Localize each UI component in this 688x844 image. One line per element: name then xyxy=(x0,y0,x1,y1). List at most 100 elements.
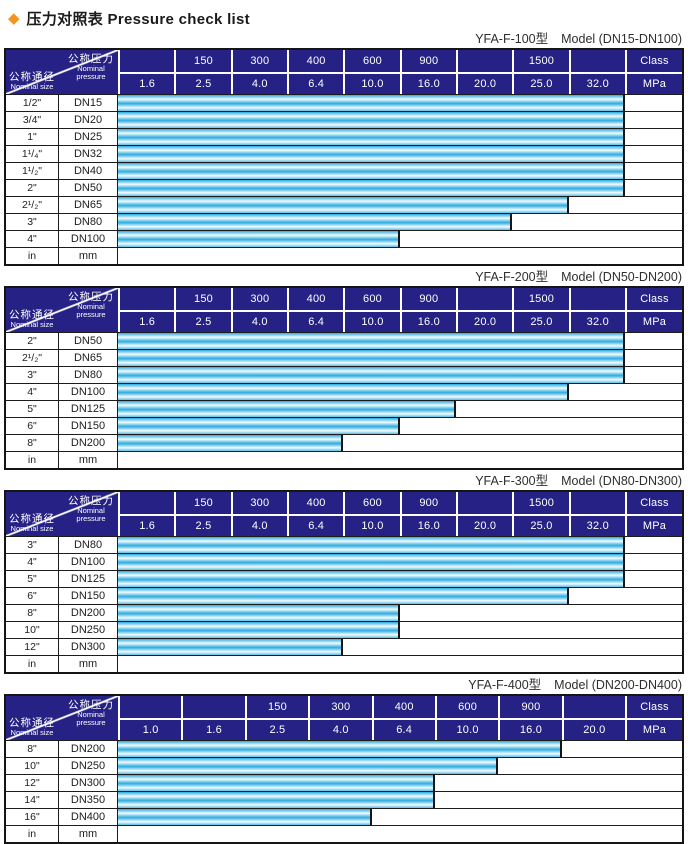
header-diagonal-cell: 公称压力 Nominal pressure 公称通径 Nominal size xyxy=(6,696,118,740)
pressure-range-cell xyxy=(118,384,682,400)
model-range-label: Model (DN80-DN300) xyxy=(561,474,682,488)
table-row: 12" DN300 xyxy=(6,774,682,791)
class-value-cell xyxy=(561,696,625,718)
pressure-range-bar xyxy=(118,231,400,247)
mpa-header-row: 1.6 2.5 4.0 6.4 10.0 16.0 20.0 25.0 32.0 MPa xyxy=(118,514,682,536)
nominal-size-en: Nominal size xyxy=(10,320,54,329)
nominal-size-cell: 3/4" xyxy=(6,112,59,128)
pressure-range-cell xyxy=(118,214,682,230)
mpa-value-cell: 20.0 xyxy=(561,718,625,740)
nominal-size-cell: 1/2" xyxy=(6,95,59,111)
nominal-size-cell: 2¹/₂" xyxy=(6,197,59,213)
pressure-range-bar xyxy=(118,588,569,604)
mpa-value-cell: 2.5 xyxy=(174,72,231,94)
nominal-size-cell: 4" xyxy=(6,231,59,247)
pressure-range-bar xyxy=(118,146,625,162)
pressure-range-bar xyxy=(118,758,499,774)
pressure-range-cell xyxy=(118,367,682,383)
class-value-cell: 400 xyxy=(371,696,435,718)
nominal-size-cell: 3" xyxy=(6,537,59,553)
pressure-range-bar xyxy=(118,129,625,145)
nominal-pressure-label: 公称压力 Nominal pressure xyxy=(68,53,114,81)
nominal-size-en: Nominal size xyxy=(10,82,54,91)
class-value-cell: 900 xyxy=(498,696,561,718)
class-value-cell xyxy=(455,288,512,310)
pressure-range-bar xyxy=(118,775,435,791)
nominal-size-label: 公称通径 Nominal size xyxy=(9,309,55,329)
class-value-cell: 300 xyxy=(308,696,371,718)
nominal-pressure-en-2: pressure xyxy=(76,72,106,81)
pressure-range-cell xyxy=(118,537,682,553)
nominal-size-cell: 6" xyxy=(6,588,59,604)
class-value-cell: 400 xyxy=(286,492,343,514)
mpa-unit-cell: MPa xyxy=(624,72,682,94)
dn-cell: DN200 xyxy=(59,605,118,621)
table-row: 4" DN100 xyxy=(6,553,682,570)
class-value-cell: 900 xyxy=(399,492,456,514)
pressure-range-bar xyxy=(118,809,372,825)
pressure-range-cell xyxy=(118,639,682,655)
dn-cell: DN125 xyxy=(59,401,118,417)
pressure-table: 公称压力 Nominal pressure 公称通径 Nominal size 150 30… xyxy=(4,48,684,266)
nominal-size-en: Nominal size xyxy=(10,728,54,737)
dn-cell: DN80 xyxy=(59,537,118,553)
class-value-cell xyxy=(118,50,174,72)
header-columns: 150 300 400 600 900 1500 Class 1.6 2.5 4.0 6.4 10.0… xyxy=(118,288,682,332)
mpa-value-cell: 16.0 xyxy=(399,514,456,536)
mpa-value-cell: 10.0 xyxy=(343,310,400,332)
pressure-range-bar xyxy=(118,350,625,366)
table-row: 1¹/₂" DN40 xyxy=(6,162,682,179)
dn-cell: DN200 xyxy=(59,435,118,451)
class-value-cell xyxy=(118,288,174,310)
mpa-unit-cell: MPa xyxy=(625,718,682,740)
nominal-pressure-en-1: Nominal xyxy=(77,302,105,311)
class-value-cell: 150 xyxy=(244,696,308,718)
pressure-range-cell xyxy=(118,333,682,349)
pressure-range-cell xyxy=(118,231,682,247)
pressure-table: 公称压力 Nominal pressure 公称通径 Nominal size 150 30… xyxy=(4,694,684,844)
nominal-pressure-label: 公称压力 Nominal pressure xyxy=(68,291,114,319)
pressure-range-cell xyxy=(118,129,682,145)
pressure-range-cell xyxy=(118,809,682,825)
mpa-value-cell: 20.0 xyxy=(455,514,513,536)
nominal-size-cell: 4" xyxy=(6,554,59,570)
mpa-value-cell: 25.0 xyxy=(512,310,569,332)
nominal-size-cell: 2" xyxy=(6,333,59,349)
mpa-value-cell: 4.0 xyxy=(230,310,287,332)
mpa-value-cell: 6.4 xyxy=(286,514,344,536)
unit-mm-cell: mm xyxy=(59,656,118,672)
class-header-row: 150 300 400 600 900 1500 Class xyxy=(118,492,682,514)
class-value-cell: 600 xyxy=(434,696,498,718)
class-value-cell: 1500 xyxy=(512,492,568,514)
unit-mm-cell: mm xyxy=(59,248,118,264)
diamond-icon: ◆ xyxy=(8,9,20,27)
unit-empty-cell xyxy=(118,826,682,842)
nominal-size-zh: 公称通径 xyxy=(9,309,55,321)
pressure-range-cell xyxy=(118,197,682,213)
class-value-cell xyxy=(455,492,512,514)
class-value-cell xyxy=(118,492,174,514)
pressure-range-bar xyxy=(118,112,625,128)
page-title-text: 压力对照表 Pressure check list xyxy=(26,10,250,28)
pressure-range-cell xyxy=(118,146,682,162)
mpa-value-cell: 1.6 xyxy=(118,310,175,332)
table-header: 公称压力 Nominal pressure 公称通径 Nominal size 150 30… xyxy=(6,288,682,332)
class-header-row: 150 300 400 600 900 1500 Class xyxy=(118,50,682,72)
nominal-size-cell: 10" xyxy=(6,622,59,638)
table-row: 3" DN80 xyxy=(6,366,682,383)
class-value-cell xyxy=(568,288,625,310)
model-label: YFA-F-200型 xyxy=(475,270,549,284)
unit-empty-cell xyxy=(118,248,682,264)
class-header-row: 150 300 400 600 900 Class xyxy=(118,696,682,718)
table-row: 10" DN250 xyxy=(6,621,682,638)
pressure-range-cell xyxy=(118,571,682,587)
mpa-value-cell: 20.0 xyxy=(455,310,513,332)
table-row: 2¹/₂" DN65 xyxy=(6,196,682,213)
pressure-tables: YFA-F-100型 Model (DN15-DN100) 公称压力 Nominal p… xyxy=(4,32,684,844)
mpa-value-cell: 4.0 xyxy=(230,72,287,94)
pressure-range-cell xyxy=(118,775,682,791)
nominal-pressure-zh: 公称压力 xyxy=(68,699,114,711)
nominal-size-cell: 3" xyxy=(6,214,59,230)
unit-row: in mm xyxy=(6,451,682,468)
nominal-size-zh: 公称通径 xyxy=(9,513,55,525)
